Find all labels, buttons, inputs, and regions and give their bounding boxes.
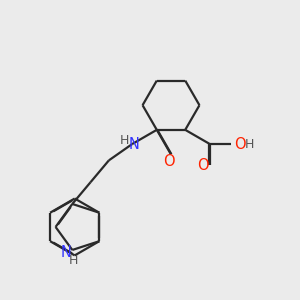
Text: N: N: [61, 245, 72, 260]
Text: O: O: [197, 158, 208, 173]
Text: H: H: [245, 138, 255, 151]
Text: O: O: [164, 154, 175, 169]
Text: O: O: [235, 136, 246, 152]
Text: H: H: [69, 254, 78, 266]
Text: H: H: [120, 134, 130, 147]
Text: N: N: [128, 136, 139, 152]
